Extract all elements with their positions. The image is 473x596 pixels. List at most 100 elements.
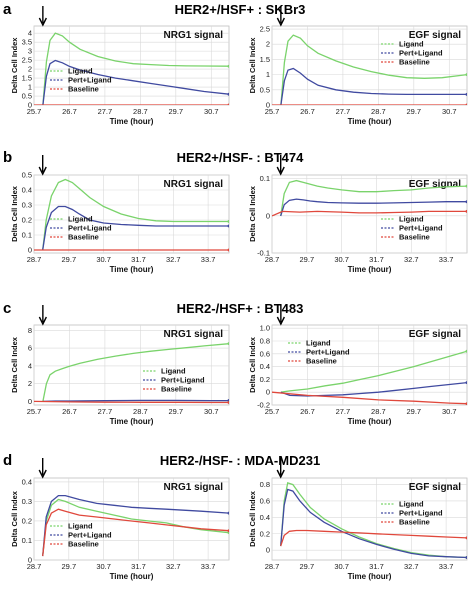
x-tick-label: 29.7 bbox=[300, 562, 315, 571]
series-group bbox=[272, 349, 467, 405]
series-group bbox=[34, 342, 229, 405]
series-line-pert bbox=[42, 399, 229, 403]
y-tick-label: 0.6 bbox=[260, 496, 270, 505]
x-tick-label: 33.7 bbox=[201, 562, 216, 571]
panel-letter: c bbox=[3, 300, 11, 317]
x-tick-label: 26.7 bbox=[62, 107, 77, 116]
series-end-point bbox=[227, 220, 229, 223]
panel-letter: d bbox=[3, 452, 12, 469]
legend-label-pert: Pert+Ligand bbox=[399, 224, 443, 233]
y-tick-label: 1 bbox=[266, 70, 270, 79]
chart-title: EGF signal bbox=[409, 179, 461, 190]
y-tick-label: 0.8 bbox=[260, 480, 270, 489]
y-tick-label: 0.4 bbox=[22, 186, 32, 195]
x-tick-label: 30.7 bbox=[96, 562, 111, 571]
x-tick-label: 29.7 bbox=[300, 255, 315, 264]
arrow-head bbox=[276, 469, 285, 479]
x-tick-label: 31.7 bbox=[131, 255, 146, 264]
series-end-point bbox=[465, 73, 467, 77]
x-tick-label: 29.7 bbox=[62, 562, 77, 571]
chart-d-left: 0 0.1 0.2 0.3 0.4 28.7 29.7 30.7 31.7 32.7 33.7 Tim… bbox=[10, 458, 230, 581]
legend-label-pert: Pert+Ligand bbox=[399, 49, 443, 58]
legend-label-baseline: Baseline bbox=[68, 540, 99, 549]
x-axis-label: Time (hour) bbox=[110, 265, 154, 274]
y-tick-label: -0.1 bbox=[257, 249, 270, 258]
x-tick-label: 30.7 bbox=[96, 255, 111, 264]
series-line-pert bbox=[42, 494, 229, 557]
y-tick-label: 0.5 bbox=[260, 85, 270, 94]
y-tick-label: 0.2 bbox=[260, 375, 270, 384]
x-tick-label: 32.7 bbox=[166, 562, 181, 571]
y-tick-label: 6 bbox=[28, 344, 32, 353]
x-tick-label: 26.7 bbox=[62, 407, 77, 416]
x-tick-label: 29.7 bbox=[62, 255, 77, 264]
series-line-pert bbox=[280, 198, 467, 217]
y-axis-label: Delta Cell Index bbox=[248, 490, 257, 547]
row-title: HER2+/HSF- : BT474 bbox=[177, 150, 305, 165]
x-tick-label: 31.7 bbox=[369, 562, 384, 571]
chart-c-right: -0.2 0 0.2 0.4 0.6 0.8 1.0 25.7 26.7 27.7 28.7 29.7… bbox=[248, 305, 468, 426]
x-tick-label: 31.7 bbox=[369, 255, 384, 264]
series-line-pert bbox=[280, 67, 467, 105]
y-axis-label: Delta Cell Index bbox=[10, 490, 19, 547]
legend-label-pert: Pert+Ligand bbox=[399, 509, 443, 518]
legend-label-pert: Pert+Ligand bbox=[68, 531, 112, 540]
series-end-point bbox=[465, 92, 467, 96]
y-tick-label: 0.8 bbox=[260, 337, 270, 346]
chart-title: EGF signal bbox=[409, 30, 461, 41]
row-title: HER2+/HSF+ : SKBr3 bbox=[175, 2, 306, 17]
y-tick-label: 0.1 bbox=[22, 536, 32, 545]
legend-label-ligand: Ligand bbox=[68, 67, 93, 76]
y-tick-label: 0 bbox=[266, 101, 270, 110]
y-tick-label: 0.2 bbox=[22, 516, 32, 525]
y-tick-label: 1.5 bbox=[260, 55, 270, 64]
series-line-baseline bbox=[34, 400, 229, 404]
x-tick-label: 25.7 bbox=[27, 107, 42, 116]
chart-a-left: 00.511.522.533.54 25.7 26.7 27.7 28.7 29.7 30.… bbox=[10, 6, 230, 126]
y-tick-label: 0 bbox=[28, 246, 32, 255]
x-axis-label: Time (hour) bbox=[348, 572, 392, 581]
x-tick-label: 30.7 bbox=[442, 407, 457, 416]
x-tick-label: 28.7 bbox=[27, 562, 42, 571]
y-tick-label: 0 bbox=[266, 546, 270, 555]
series-group bbox=[42, 494, 229, 557]
y-axis-label: Delta Cell Index bbox=[10, 336, 19, 393]
y-tick-label: 4 bbox=[28, 361, 32, 370]
series-line-ligand bbox=[280, 350, 467, 393]
y-axis-label: Delta Cell Index bbox=[10, 37, 19, 94]
legend-label-baseline: Baseline bbox=[68, 85, 99, 94]
row-title: HER2-/HSF+ : BT483 bbox=[177, 301, 304, 316]
series-line-ligand bbox=[280, 179, 467, 217]
series-line-pert bbox=[42, 59, 229, 105]
y-tick-label: 0 bbox=[266, 388, 270, 397]
y-tick-label: 0.1 bbox=[22, 231, 32, 240]
series-line-pert bbox=[280, 381, 467, 397]
x-tick-label: 31.7 bbox=[131, 562, 146, 571]
x-tick-label: 29.7 bbox=[407, 107, 422, 116]
y-tick-label: 2.5 bbox=[22, 56, 32, 65]
x-axis-label: Time (hour) bbox=[110, 417, 154, 426]
y-tick-label: 1.0 bbox=[260, 324, 270, 333]
chart-title: EGF signal bbox=[409, 329, 461, 340]
chart-b-left: 0 0.1 0.2 0.3 0.4 0.5 28.7 29.7 30.7 31.7 32.7 33.7… bbox=[10, 155, 230, 274]
arrow-head bbox=[276, 17, 285, 27]
y-tick-label: 0.3 bbox=[22, 201, 32, 210]
series-group bbox=[272, 34, 467, 105]
legend-label-pert: Pert+Ligand bbox=[161, 376, 205, 385]
x-tick-label: 25.7 bbox=[27, 407, 42, 416]
series-group bbox=[34, 178, 229, 252]
x-tick-label: 28.7 bbox=[371, 107, 386, 116]
x-axis-label: Time (hour) bbox=[348, 265, 392, 274]
series-line-baseline bbox=[42, 508, 229, 557]
y-tick-label: 2.5 bbox=[260, 25, 270, 34]
legend-label-ligand: Ligand bbox=[399, 215, 424, 224]
y-axis-label: Delta Cell Index bbox=[10, 185, 19, 242]
series-end-point bbox=[465, 536, 467, 540]
series-end-point bbox=[465, 200, 467, 204]
x-tick-label: 25.7 bbox=[265, 107, 280, 116]
